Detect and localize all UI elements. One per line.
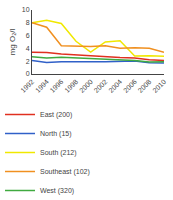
svg-text:6: 6	[26, 32, 30, 39]
svg-text:2002: 2002	[93, 78, 109, 94]
svg-text:1996: 1996	[49, 78, 65, 94]
svg-text:2000: 2000	[78, 78, 94, 94]
svg-text:Southeast (102): Southeast (102)	[40, 168, 90, 176]
svg-text:2004: 2004	[107, 78, 123, 94]
svg-text:2006: 2006	[122, 78, 138, 94]
svg-text:East (200): East (200)	[40, 111, 72, 119]
svg-text:4: 4	[26, 45, 30, 52]
svg-text:1998: 1998	[63, 78, 79, 94]
svg-text:2010: 2010	[151, 78, 167, 94]
svg-text:8: 8	[26, 19, 30, 26]
svg-text:South (212): South (212)	[40, 149, 77, 157]
svg-text:2008: 2008	[137, 78, 153, 94]
svg-text:1994: 1994	[34, 78, 50, 94]
svg-text:1992: 1992	[19, 78, 35, 94]
svg-text:West (320): West (320)	[40, 187, 74, 195]
svg-text:mg O₂/l: mg O₂/l	[9, 28, 18, 55]
svg-text:2: 2	[26, 58, 30, 65]
svg-text:10: 10	[22, 6, 30, 13]
svg-text:0: 0	[26, 70, 30, 77]
svg-text:North (15): North (15)	[40, 130, 72, 138]
